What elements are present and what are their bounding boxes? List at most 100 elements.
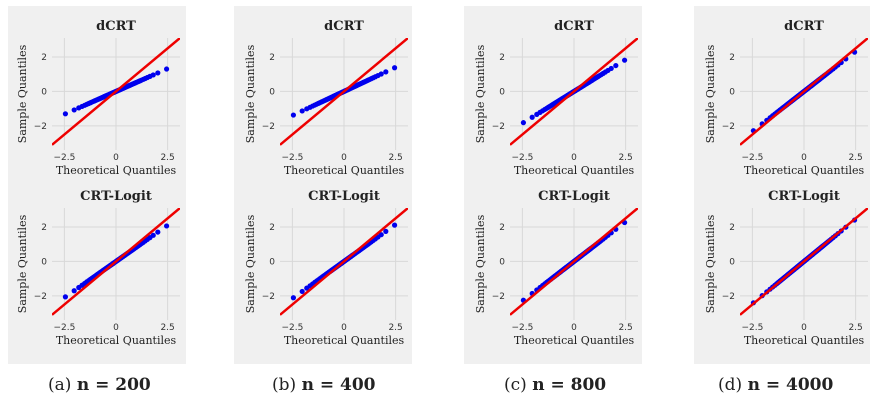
plot-4-xtick-label-2: 2.5 [618,153,632,163]
plot-1-title: CRT-Logit [80,189,152,204]
plot-2-ytick-label-0: 2 [269,53,275,63]
caption-b-label: n = 400 [301,375,376,395]
plot-7-xtick-label-2: 2.5 [848,323,862,333]
plot-3-xtick-label-2: 2.5 [388,323,402,333]
plot-4-xtick-label-1: 0 [571,153,577,163]
plot-0-point-67 [150,72,156,78]
plot-5-ytick-label-2: −2 [492,292,505,302]
panel-n800 [464,6,642,364]
plot-1-ytick-label-0: 2 [41,223,47,233]
plot-6-ytick-label-1: 0 [729,87,735,97]
plot-0-ytick-label-1: 0 [41,87,47,97]
caption-c: (c) n = 800 [504,375,606,395]
plot-6-xlabel: Theoretical Quantiles [744,164,865,177]
plot-2-title: dCRT [324,19,364,34]
plot-7-ytick-label-1: 0 [729,257,735,267]
plot-1-xtick-label-2: 2.5 [160,323,174,333]
plot-1-point-0 [62,294,69,300]
caption-b: (b) n = 400 [272,375,376,395]
plot-3-ytick-label-0: 2 [269,223,275,233]
plot-5-ytick-label-1: 0 [499,257,505,267]
panel-n4000 [694,6,870,364]
caption-d: (d) n = 4000 [718,375,833,395]
plot-2-reference-line [280,38,408,146]
plot-5-xtick-label-0: −2.5 [511,323,533,333]
plot-4-ytick-label-1: 0 [499,87,505,97]
plot-6-ylabel: Sample Quantiles [704,44,717,143]
plot-4-xtick-label-0: −2.5 [511,153,533,163]
panel-n400 [234,6,412,364]
plot-6-ytick-label-0: 2 [729,53,735,63]
plot-2-point-0 [290,112,297,118]
plot-7-ylabel: Sample Quantiles [704,214,717,313]
plot-5-xtick-label-2: 2.5 [618,323,632,333]
plot-7-title: CRT-Logit [768,189,840,204]
qq-plot-grid: −2.5 0 2.5 2 0 −2 dCRT Theoretical Quantiles Sam… [16,19,868,347]
plot-1-xtick-label-0: −2.5 [53,323,75,333]
plot-4-reference-line [510,38,638,146]
plot-3-point-68 [383,228,389,235]
plot-5-ytick-label-0: 2 [499,223,505,233]
plot-2-ytick-label-1: 0 [269,87,275,97]
plot-1-point-68 [155,229,161,235]
plot-7-ytick-label-2: −2 [722,292,735,302]
plot-3-ylabel: Sample Quantiles [244,214,257,313]
plot-3-reference-line [280,208,408,316]
plot-0-point-69 [163,66,170,72]
caption-a-prefix: (a) [48,375,77,395]
plot-0-title: dCRT [96,19,136,34]
plot-7-xlabel: Theoretical Quantiles [744,334,865,347]
plot-3-point-1 [299,288,305,295]
plot-6-reference-line [740,38,868,146]
plot-2-xtick-label-0: −2.5 [281,153,303,163]
plot-0-point-68 [155,70,161,76]
plot-4-xlabel: Theoretical Quantiles [514,164,635,177]
plot-0-xtick-label-1: 0 [113,153,119,163]
plot-1-reference-line [52,208,180,316]
plot-3-title: CRT-Logit [308,189,380,204]
plot-3-ytick-label-1: 0 [269,257,275,267]
caption-c-label: n = 800 [532,375,607,395]
plot-4-point-69 [621,57,628,63]
plot-2-point-1 [299,108,305,114]
plot-7-ytick-label-0: 2 [729,223,735,233]
plot-3-point-67 [378,232,384,238]
caption-b-prefix: (b) [272,375,302,395]
plot-1-ylabel: Sample Quantiles [16,214,29,313]
caption-c-prefix: (c) [504,375,533,395]
plot-4-point-1 [529,114,535,120]
plot-1-xlabel: Theoretical Quantiles [56,334,177,347]
plot-6-xtick-label-0: −2.5 [741,153,763,163]
plot-3-xtick-label-0: −2.5 [281,323,303,333]
plot-0-xlabel: Theoretical Quantiles [56,164,177,177]
plot-1-xtick-label-1: 0 [113,323,119,333]
plot-3-point-69 [391,222,398,228]
plot-4-ytick-label-2: −2 [492,122,505,132]
plot-3-xtick-label-1: 0 [341,323,347,333]
plot-4-ytick-label-0: 2 [499,53,505,63]
plot-1-point-1 [71,288,77,294]
plot-2-ylabel: Sample Quantiles [244,44,257,143]
plot-0-point-0 [62,111,69,117]
plot-3-ytick-label-2: −2 [262,292,275,302]
plot-4-point-0 [520,120,527,126]
plot-5-xtick-label-1: 0 [571,323,577,333]
plot-6-xtick-label-2: 2.5 [848,153,862,163]
panel-n200 [8,6,186,364]
plot-1-point-67 [150,232,156,238]
plot-2-point-69 [391,65,398,71]
plot-3-xlabel: Theoretical Quantiles [284,334,405,347]
plot-7-xtick-label-1: 0 [801,323,807,333]
plot-5-reference-line [510,208,638,316]
plot-4-point-68 [613,62,619,69]
plot-5-ylabel: Sample Quantiles [474,214,487,313]
plot-2-xlabel: Theoretical Quantiles [284,164,405,177]
plot-0-xtick-label-0: −2.5 [53,153,75,163]
plot-4-ylabel: Sample Quantiles [474,44,487,143]
plot-0-ytick-label-0: 2 [41,53,47,63]
plot-0-ylabel: Sample Quantiles [16,44,29,143]
plot-5-xlabel: Theoretical Quantiles [514,334,635,347]
plot-7-reference-line [740,208,868,316]
plot-4-point-67 [608,65,614,72]
plot-6-title: dCRT [784,19,824,34]
